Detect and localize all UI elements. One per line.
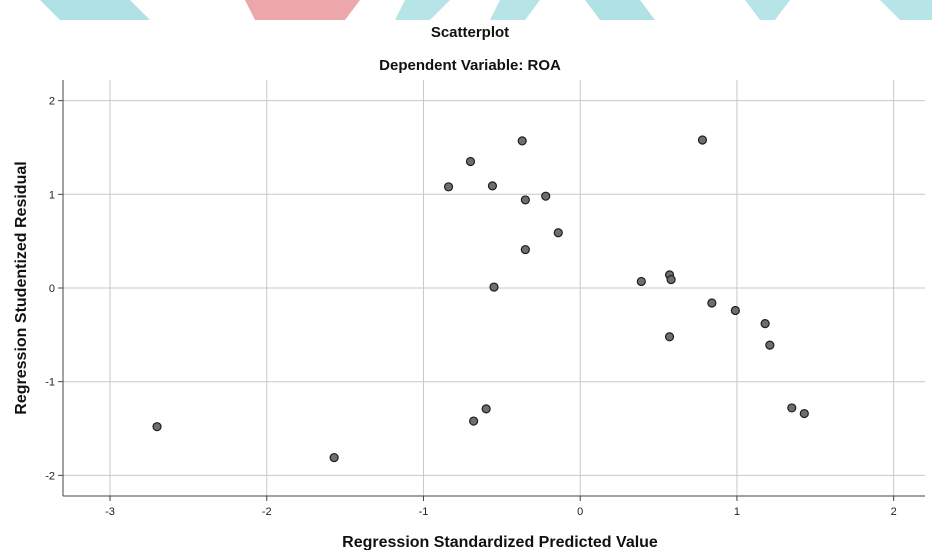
header-banner-graphic — [40, 0, 932, 20]
x-axis-title: Regression Standardized Predicted Value — [342, 534, 658, 550]
scatter-point — [697, 135, 708, 145]
scatter-point — [707, 298, 717, 308]
scatter-point — [489, 282, 499, 292]
x-tick-label: 0 — [577, 506, 583, 518]
scatter-point — [520, 195, 530, 205]
scatter-point — [730, 305, 740, 316]
y-tick-label: 1 — [49, 189, 55, 201]
scatter-point — [329, 452, 339, 463]
scatter-point — [666, 274, 676, 285]
scatter-point — [443, 182, 454, 192]
scatter-point — [787, 403, 797, 413]
scatter-point — [799, 408, 809, 419]
x-tick-label: -2 — [262, 506, 272, 518]
y-tick-label: 0 — [49, 283, 55, 295]
tick-labels: -3 -2 -1 0 1 2 2 1 0 -1 -2 — [45, 96, 896, 518]
scatter-point — [465, 156, 476, 167]
scatter-point — [765, 340, 775, 350]
x-tick-label: -1 — [419, 506, 429, 518]
scatter-point — [760, 319, 770, 329]
y-axis-title: Regression Studentized Residual — [13, 161, 30, 414]
x-tick-label: -3 — [105, 506, 115, 518]
scatter-point — [541, 191, 551, 201]
x-tick-label: 1 — [734, 506, 740, 518]
scatter-point — [553, 228, 563, 238]
scatter-point — [636, 276, 646, 287]
chart-title: Scatterplot — [431, 24, 509, 41]
scatter-point — [469, 416, 479, 426]
axes — [58, 80, 925, 501]
x-tick-label: 2 — [891, 506, 897, 518]
chart-subtitle: Dependent Variable: ROA — [379, 57, 561, 74]
scatter-point — [487, 181, 498, 191]
scatter-point — [517, 136, 527, 146]
y-tick-label: -2 — [45, 470, 55, 482]
scatter-point — [152, 422, 162, 432]
scatter-point — [520, 244, 530, 255]
scatter-point — [481, 404, 491, 414]
y-tick-label: 2 — [49, 96, 55, 108]
grid-lines — [63, 80, 925, 496]
scatter-point — [664, 332, 675, 342]
data-points — [152, 135, 809, 463]
y-tick-label: -1 — [45, 377, 55, 389]
